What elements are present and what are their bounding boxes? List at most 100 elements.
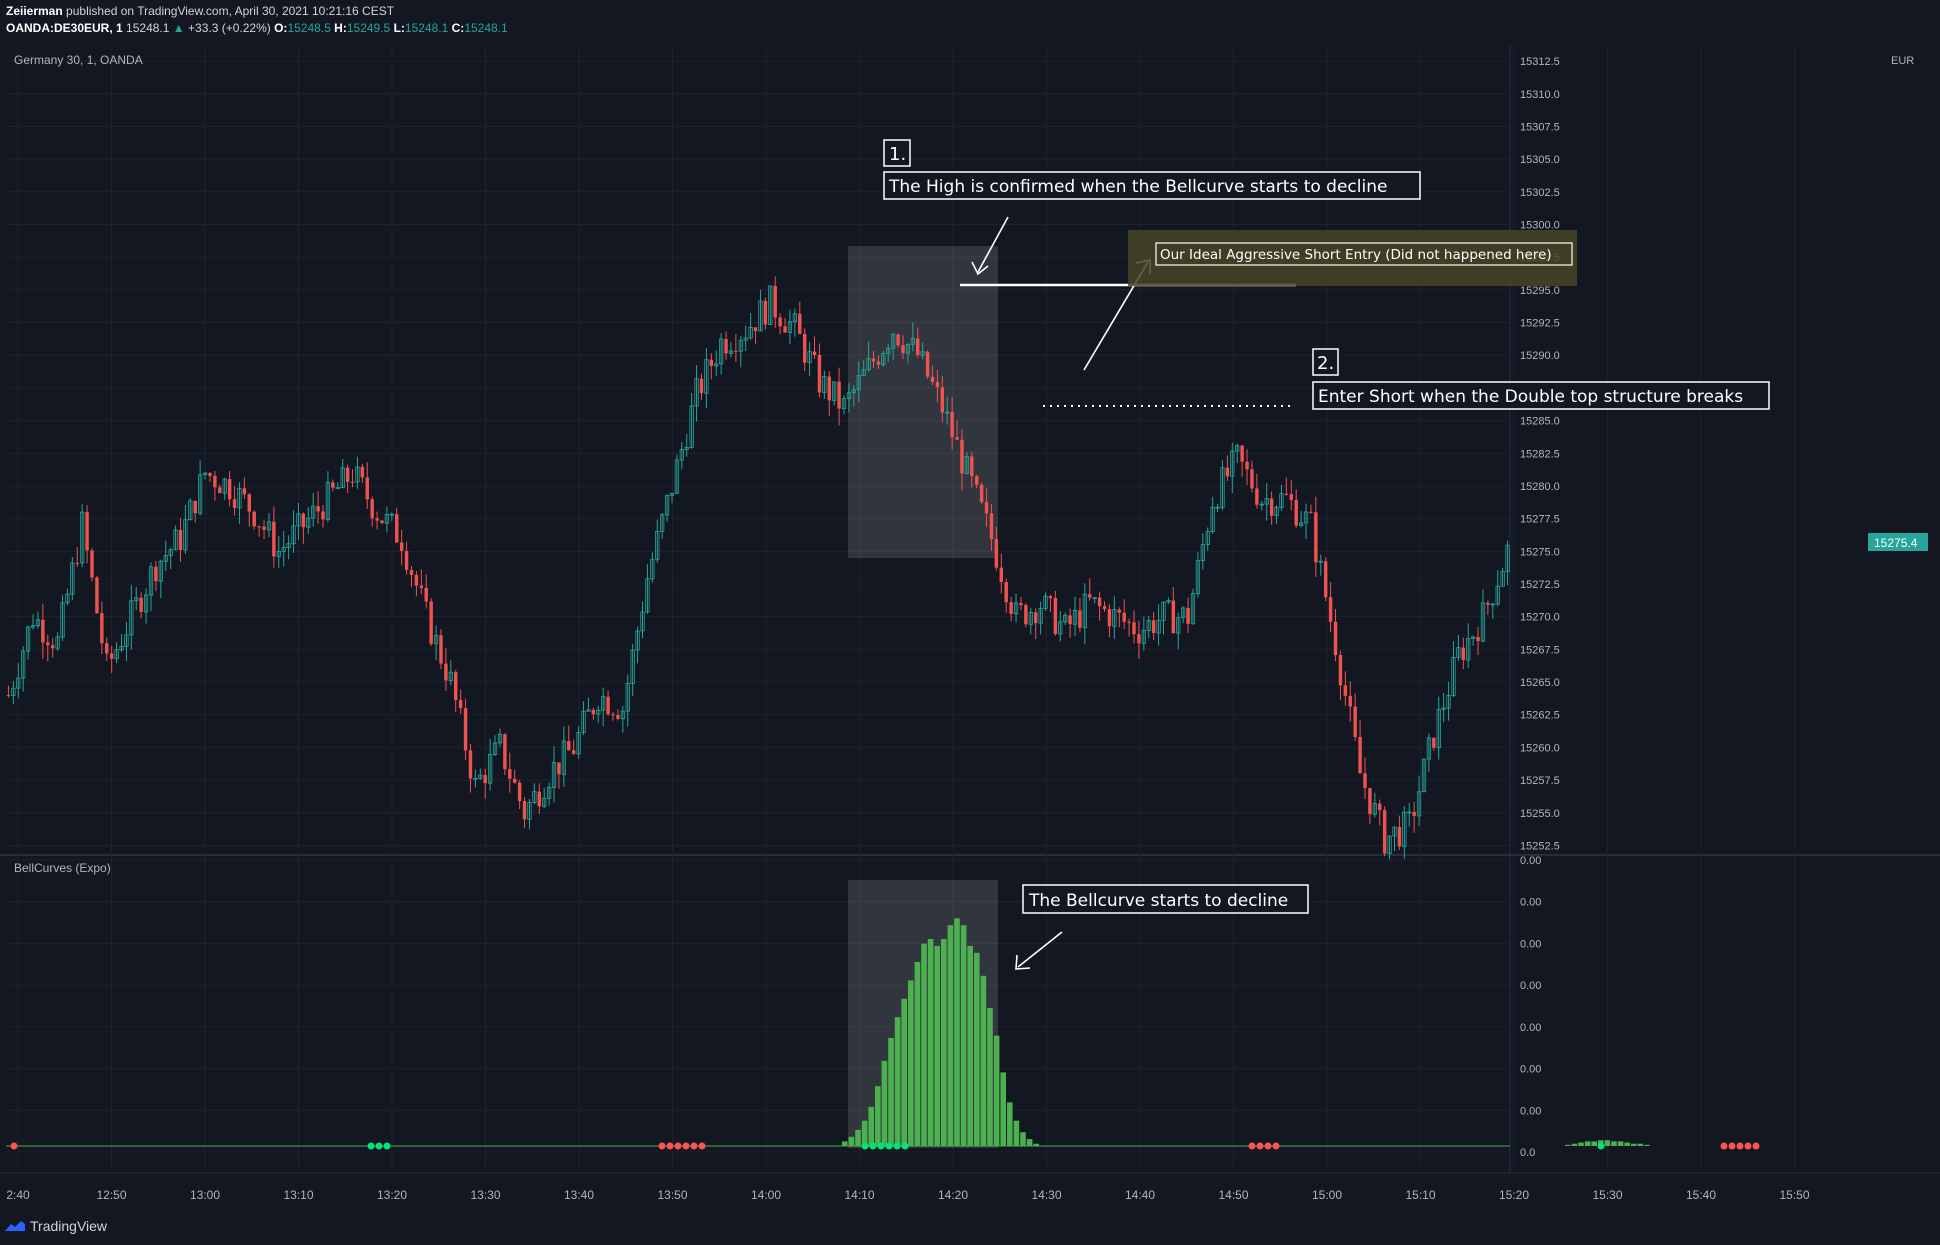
candle-body [581, 710, 586, 733]
candle-body [1505, 544, 1510, 572]
tradingview-footer[interactable]: TradingView [4, 1218, 107, 1234]
candle-body [999, 567, 1004, 583]
candle-body [601, 696, 606, 711]
candle-body [1072, 609, 1078, 625]
bell-bar-small [1565, 1144, 1571, 1146]
candle-body [478, 774, 483, 779]
candle-body [542, 797, 547, 807]
candle-body [841, 398, 847, 409]
candle-body [497, 733, 503, 744]
signal-dot-red [1744, 1142, 1752, 1150]
candle-body [734, 350, 738, 352]
bell-bar [1007, 1102, 1013, 1146]
price-candles [6, 276, 1510, 860]
annotation-high: The High is confirmed when the Bellcurve… [883, 171, 1421, 200]
candle-body [380, 520, 384, 524]
candle-body [1407, 811, 1412, 814]
bell-bar [888, 1037, 894, 1146]
y-tick-label: 15277.5 [1520, 514, 1560, 526]
annotation-1: 1. [883, 139, 911, 167]
candle-body [1009, 602, 1013, 614]
bell-bar [987, 1008, 993, 1146]
candle-body [75, 562, 79, 564]
candle-body [424, 587, 428, 602]
bell-bar [875, 1086, 881, 1146]
candle-body [802, 333, 807, 363]
candle-body [817, 354, 822, 393]
bell-bar [934, 945, 940, 1146]
symbol-name[interactable]: OANDA:DE30EUR, 1 [6, 21, 123, 35]
y-tick-label: 15267.5 [1520, 644, 1560, 656]
candle-body [1195, 560, 1201, 594]
candle-body [1092, 597, 1097, 599]
candle-body [1137, 634, 1141, 644]
signal-dots [10, 1142, 1760, 1150]
candle-body [508, 769, 512, 779]
y-tick-label: 15305.0 [1520, 154, 1560, 166]
signal-dot-green [877, 1142, 885, 1150]
x-tick-label: 13:50 [657, 1188, 687, 1202]
candle-body [787, 321, 793, 333]
candle-body [768, 285, 773, 325]
candle-body [316, 506, 320, 512]
candle-body [1004, 582, 1008, 603]
candle-body [655, 530, 660, 560]
candle-body [105, 643, 109, 654]
candle-body [660, 514, 665, 532]
low-label: L: [393, 21, 405, 35]
candle-body [905, 344, 911, 354]
candle-body [331, 482, 335, 488]
indicator-y-tick-label: 0.00 [1520, 980, 1541, 992]
signal-dot-green [383, 1142, 391, 1150]
candle-body [916, 338, 920, 356]
bell-bar-small [1584, 1141, 1591, 1146]
candle-body [1314, 512, 1318, 563]
bell-bar [941, 939, 947, 1146]
candle-body [1112, 609, 1117, 627]
candle-body [65, 593, 70, 604]
candle-body [384, 513, 390, 524]
candle-body [242, 488, 247, 495]
candle-body [1117, 609, 1121, 613]
signal-dot-green [869, 1142, 877, 1150]
high-label: H: [334, 21, 347, 35]
candle-body [188, 500, 193, 521]
signal-dot-red [1736, 1142, 1744, 1150]
candle-body [512, 778, 517, 783]
candle-body [1019, 603, 1023, 606]
candle-body [561, 740, 566, 775]
candle-body [645, 578, 650, 613]
candle-body [778, 317, 782, 327]
bell-bar [914, 962, 921, 1146]
y-tick-label: 15262.5 [1520, 710, 1560, 722]
candle-body [920, 351, 925, 356]
candle-body [1372, 803, 1377, 815]
candle-body [876, 361, 881, 365]
x-tick-label: 13:30 [470, 1188, 500, 1202]
author-name[interactable]: Zeiierman [6, 4, 63, 18]
candle-body [404, 550, 409, 570]
candle-body [1343, 685, 1348, 696]
candle-body [1166, 600, 1171, 603]
candle-body [1426, 737, 1432, 760]
indicator-y-tick-label: 0.00 [1520, 1022, 1541, 1034]
signal-dot-red [682, 1142, 690, 1150]
bell-bar-small [1624, 1142, 1630, 1146]
candle-body [1235, 445, 1240, 452]
candle-body [1255, 488, 1259, 505]
candle-body [439, 635, 443, 664]
candle-body [640, 611, 645, 632]
bell-bar [947, 925, 954, 1146]
bell-bar [881, 1060, 888, 1146]
x-tick-label: 2:40 [6, 1188, 30, 1202]
candle-body [488, 754, 493, 784]
candle-body [886, 347, 891, 354]
candle-body [846, 392, 852, 400]
label-enter-short: Enter Short when the Double top structur… [1318, 387, 1743, 407]
signal-dot-green [367, 1142, 375, 1150]
candle-body [1171, 600, 1176, 634]
candle-body [1097, 597, 1102, 607]
candle-body [492, 742, 498, 755]
signal-dot-red [1256, 1142, 1264, 1150]
